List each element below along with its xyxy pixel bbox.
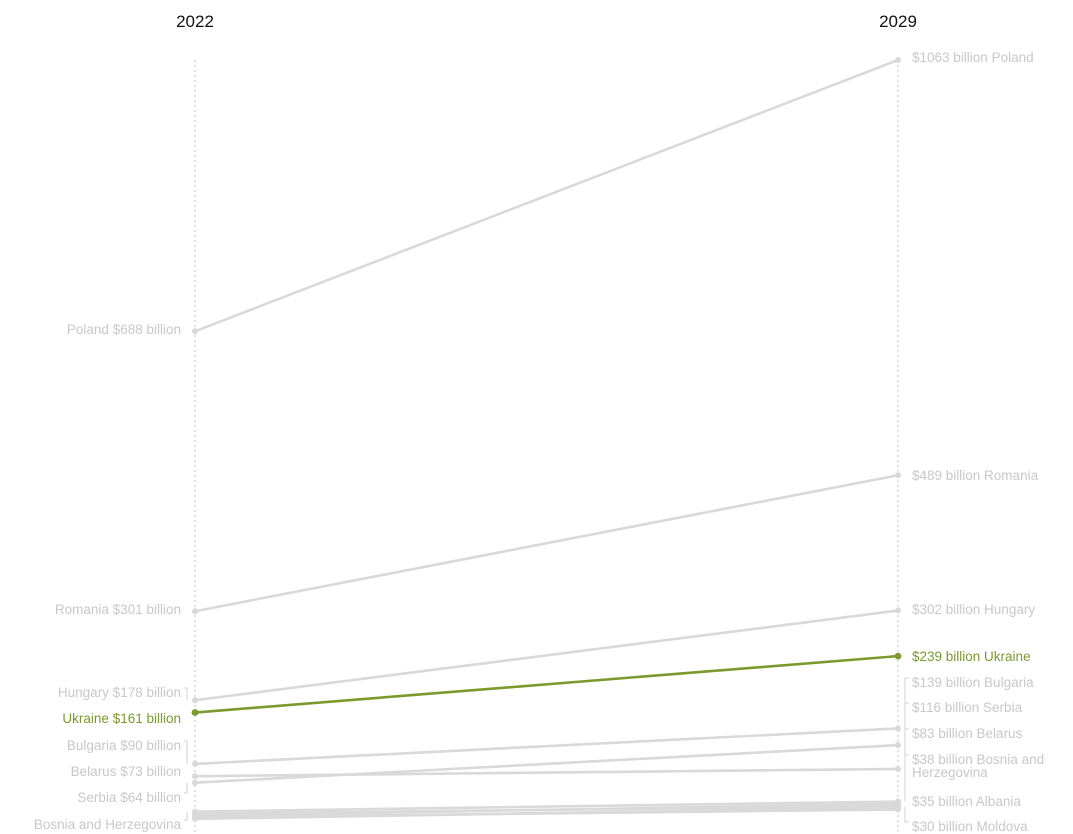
label-2022-romania: Romania $301 billion xyxy=(55,602,181,617)
label-connector-2029-bosnia-and-herzegovina xyxy=(904,754,909,802)
label-connector-2029-moldova xyxy=(904,807,909,823)
label-connector-2022-bosnia-and-herzegovina xyxy=(184,811,188,821)
data-point-poland-2029 xyxy=(895,57,901,63)
label-2029-hungary: $302 billion Hungary xyxy=(912,602,1035,617)
series-line-bulgaria xyxy=(194,727,899,766)
label-2029-ukraine: $239 billion Ukraine xyxy=(912,649,1031,664)
data-point-belarus-2022 xyxy=(192,773,198,780)
series-line-bosnia-and-herzegovina xyxy=(194,800,899,813)
data-point-ukraine-2029 xyxy=(894,652,902,660)
label-2022-belarus: Belarus $73 billion xyxy=(71,764,181,779)
label-2022-ukraine: Ukraine $161 billion xyxy=(62,711,181,726)
label-2022-bosnia-and-herzegovina: Bosnia and Herzegovina xyxy=(34,817,182,832)
label-2029-albania: $35 billion Albania xyxy=(912,794,1021,809)
label-connector-2029-belarus xyxy=(904,728,909,769)
label-2022-hungary: Hungary $178 billion xyxy=(58,685,181,700)
data-point-romania-2022 xyxy=(192,608,198,615)
series-line-belarus xyxy=(194,767,899,778)
label-2029-serbia: $116 billion Serbia xyxy=(912,700,1023,715)
data-point-hungary-2022 xyxy=(192,697,198,704)
series-line-romania xyxy=(194,473,899,613)
data-point-belarus-2029 xyxy=(895,765,901,772)
label-2029-moldova: $30 billion Moldova xyxy=(912,819,1028,834)
data-point-romania-2029 xyxy=(895,472,901,479)
label-2029-bulgaria: $139 billion Bulgaria xyxy=(912,675,1034,690)
label-2029-belarus: $83 billion Belarus xyxy=(912,726,1023,741)
label-2029-romania: $489 billion Romania xyxy=(912,468,1039,483)
series-labels: Poland $688 billion $1063 billion Poland R… xyxy=(34,50,1044,834)
series-line-unnamed-10 xyxy=(194,804,899,816)
year-label-2022: 2022 xyxy=(176,12,214,31)
series-line-unnamed-11 xyxy=(194,808,899,819)
label-2022-bulgaria: Bulgaria $90 billion xyxy=(67,738,181,753)
data-point-serbia-2029 xyxy=(895,742,901,749)
data-point-hungary-2029 xyxy=(895,607,901,614)
series-line-ukraine xyxy=(194,654,899,714)
series-line-serbia xyxy=(194,743,899,784)
label-connector-2022-bulgaria xyxy=(184,740,188,764)
data-point-unnamed-11-2022 xyxy=(192,814,198,821)
label-2029-bosnia-and-herzegovina: $38 billion Bosnia and Herzegovina xyxy=(912,752,1044,780)
year-label-2029: 2029 xyxy=(879,12,917,31)
label-2029-poland: $1063 billion Poland xyxy=(912,50,1034,65)
series-points xyxy=(191,57,902,822)
label-connector-2022-serbia xyxy=(184,782,188,794)
data-point-poland-2022 xyxy=(192,328,198,335)
data-point-bulgaria-2022 xyxy=(192,760,198,767)
series-line-hungary xyxy=(194,609,899,702)
label-2022-poland: Poland $688 billion xyxy=(67,322,181,337)
series-line-poland xyxy=(194,58,899,333)
data-point-bulgaria-2029 xyxy=(895,725,901,732)
data-point-ukraine-2022 xyxy=(191,709,199,716)
label-connector-2029-serbia xyxy=(904,702,909,746)
label-connector-2022-hungary xyxy=(184,687,188,701)
data-point-unnamed-11-2029 xyxy=(895,806,901,813)
data-point-serbia-2022 xyxy=(192,779,198,786)
series-lines xyxy=(194,58,899,821)
label-2022-serbia: Serbia $64 billion xyxy=(77,790,181,805)
